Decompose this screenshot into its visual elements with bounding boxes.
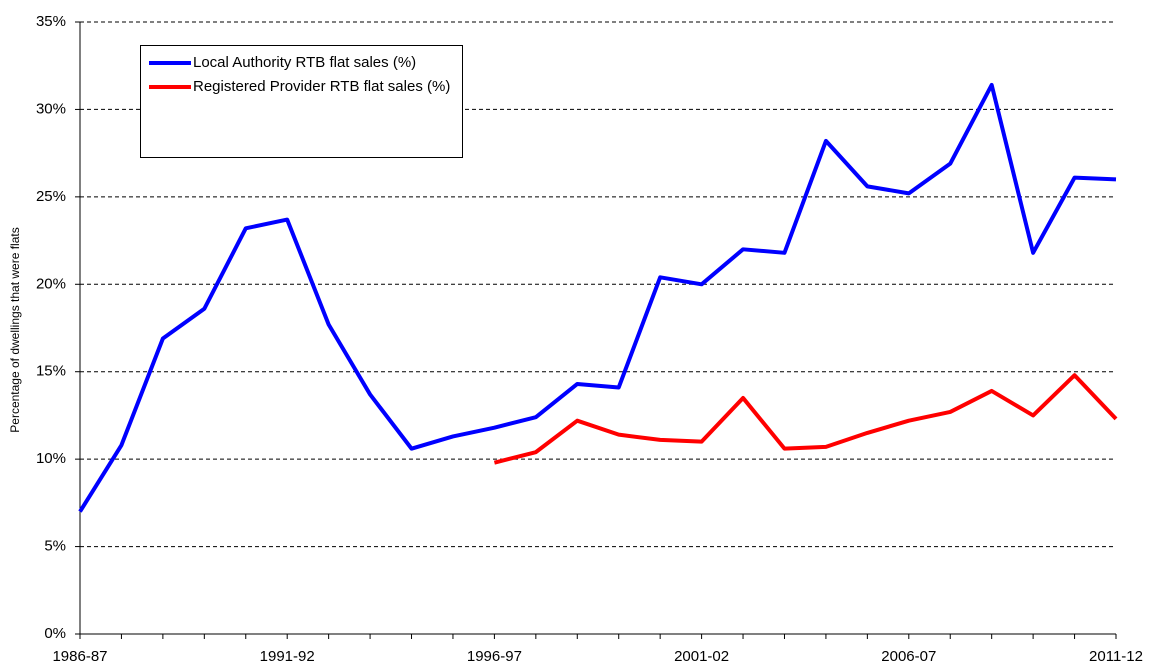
y-tick-label: 0% — [44, 625, 66, 642]
y-axis-label: Percentage of dwellings that were flats — [8, 227, 22, 432]
x-tick-label: 2006-07 — [881, 648, 936, 665]
x-tick-label: 1991-92 — [260, 648, 315, 665]
y-tick-label: 20% — [36, 275, 66, 292]
legend: Local Authority RTB flat sales (%) Regist… — [140, 45, 463, 158]
x-tick-label: 2001-02 — [674, 648, 729, 665]
x-tick-label: 1996-97 — [467, 648, 522, 665]
line-series — [493, 373, 1118, 465]
legend-swatch — [149, 61, 191, 65]
legend-label: Local Authority RTB flat sales (%) — [193, 54, 417, 71]
legend-swatch — [149, 85, 191, 89]
x-tick-label: 1986-87 — [52, 648, 107, 665]
legend-entry: Registered Provider RTB flat sales (%) — [149, 76, 454, 97]
y-tick-label: 10% — [36, 450, 66, 467]
y-tick-label: 15% — [36, 363, 66, 380]
line-series — [78, 82, 1117, 513]
y-tick-label: 25% — [36, 188, 66, 205]
legend-entry: Local Authority RTB flat sales (%) — [149, 52, 454, 73]
y-tick-label: 5% — [44, 538, 66, 555]
y-tick-label: 35% — [36, 13, 66, 30]
x-tick-label: 2011-12 — [1089, 648, 1143, 665]
legend-label: Registered Provider RTB flat sales (%) — [193, 78, 451, 95]
y-tick-label: 30% — [36, 100, 66, 117]
